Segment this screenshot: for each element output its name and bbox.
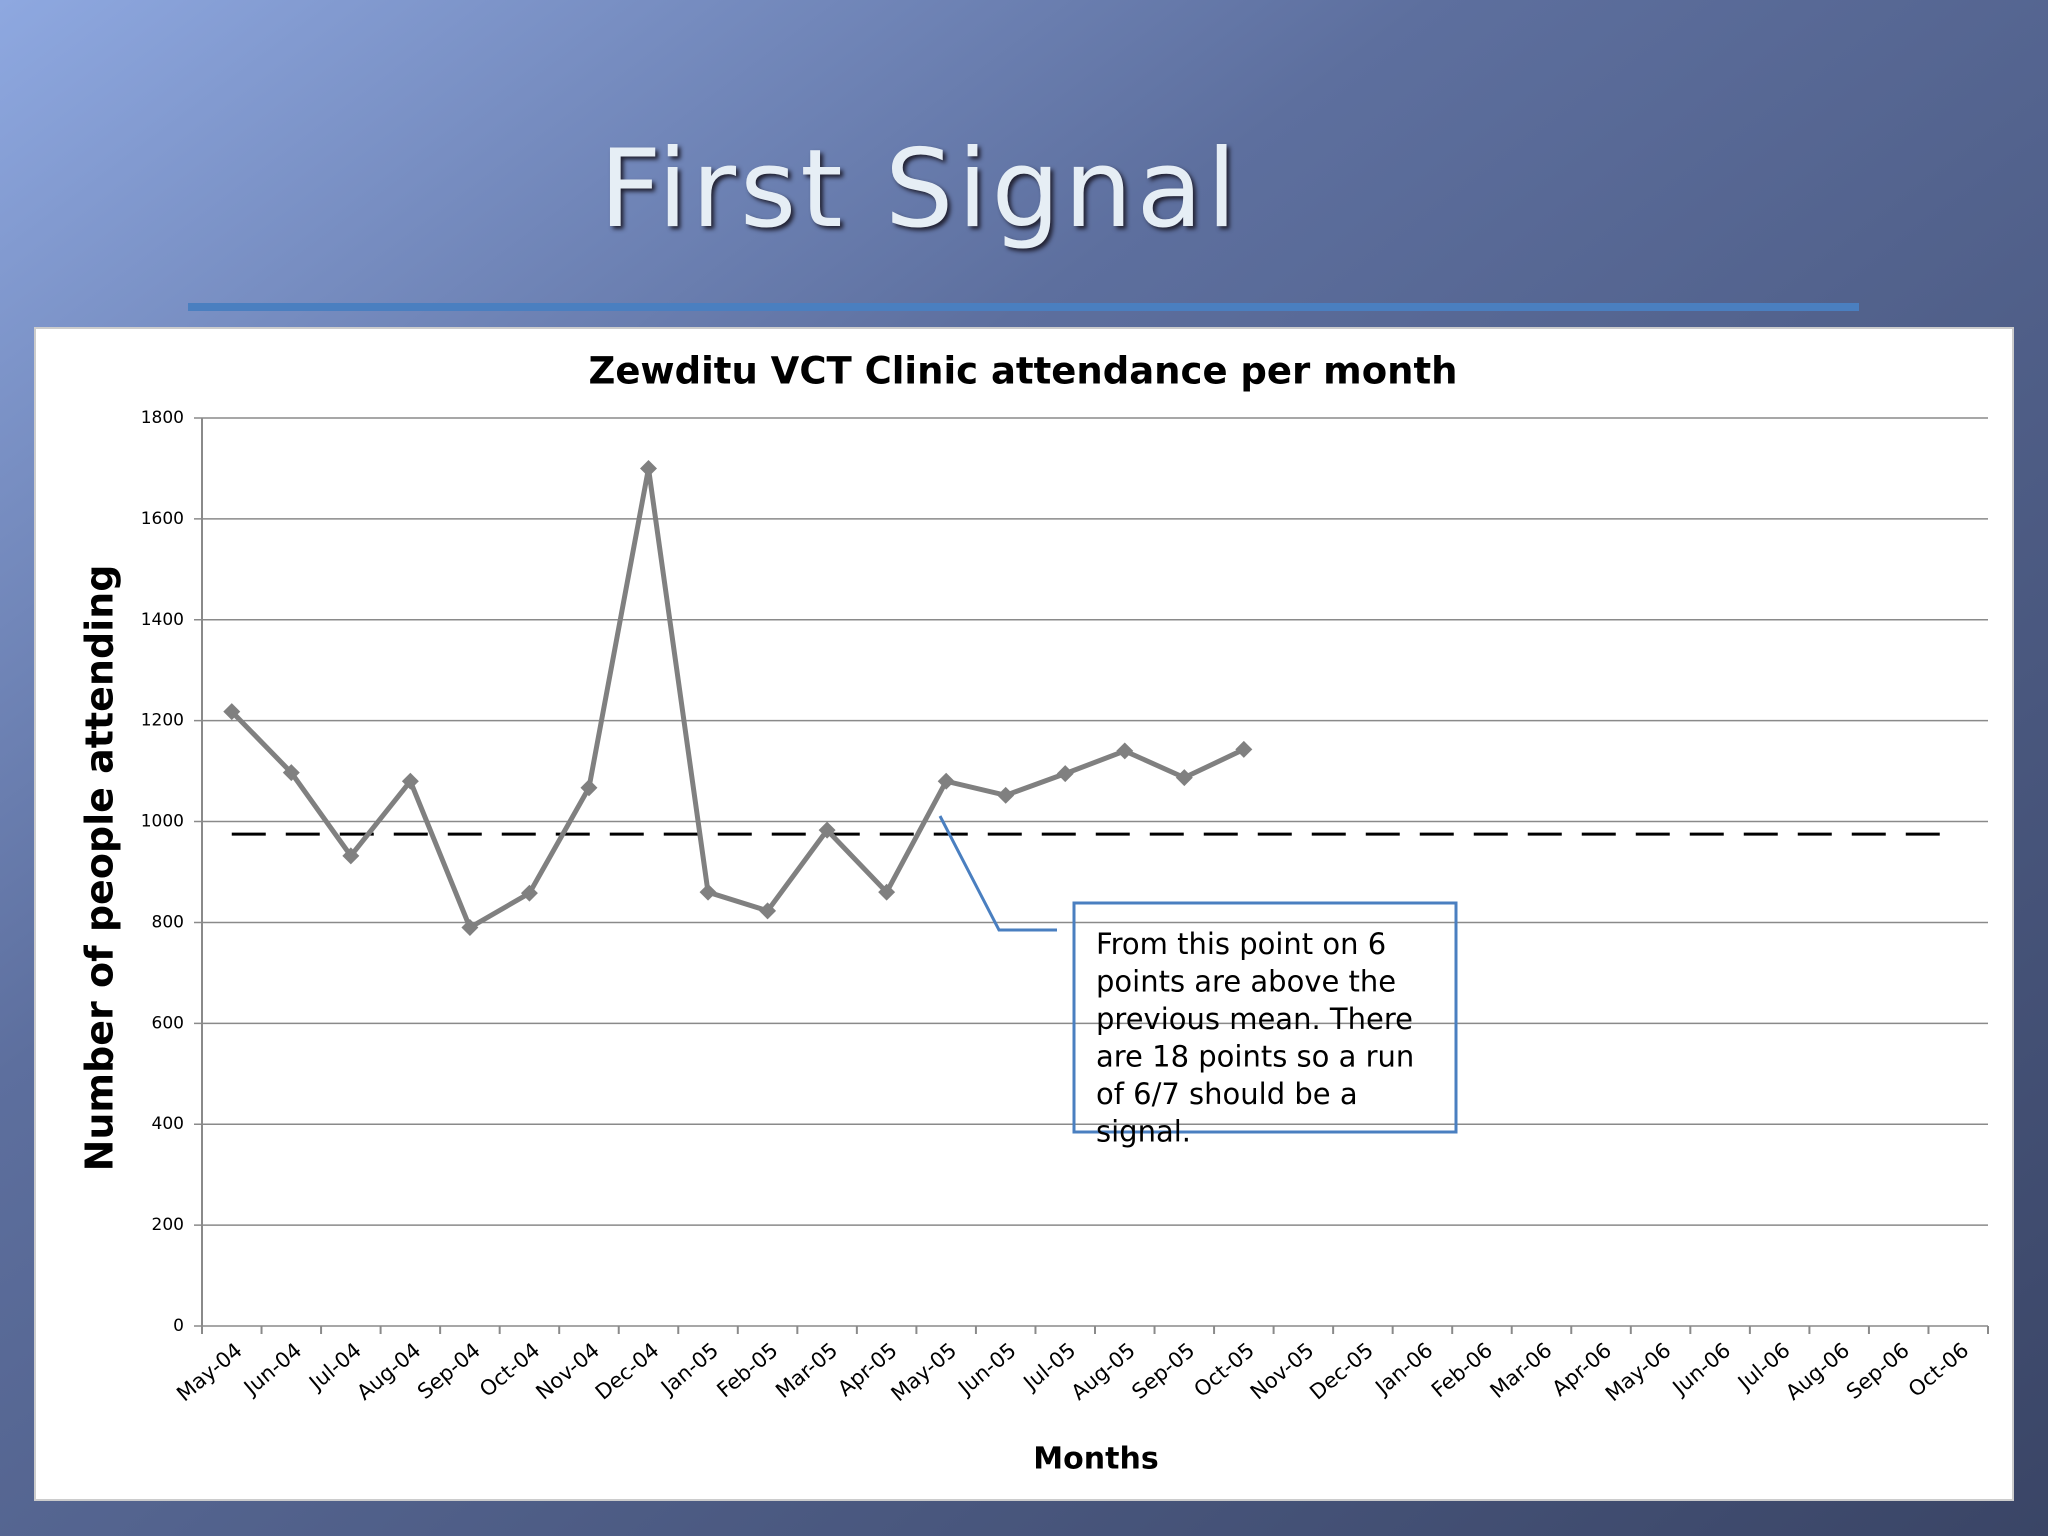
y-tick-label: 1200 [141,711,184,731]
annotation-line: are 18 points so a run [1096,1040,1414,1074]
y-tick-label: 800 [152,912,184,932]
data-point [818,821,836,839]
data-point [520,884,538,902]
slide-title: First Signal [599,127,1240,252]
annotation-line: previous mean. There [1096,1002,1413,1036]
chart-panel [34,327,2014,1501]
data-point [1235,740,1253,758]
chart-title: Zewditu VCT Clinic attendance per month [589,350,1458,393]
data-point [461,919,479,936]
callout-line [938,815,1057,932]
title-rule [188,303,1859,311]
y-tick-label: 400 [152,1114,184,1134]
x-axis-label: Months [1033,1442,1158,1477]
data-point [401,772,419,790]
data-point [223,703,241,721]
data-point [640,459,657,477]
annotation-line: signal. [1096,1115,1191,1149]
annotation-line: of 6/7 should be a [1096,1077,1358,1111]
y-axis-label: Number of people attending [78,565,122,1172]
data-point [342,847,360,865]
y-tick-label: 0 [173,1316,184,1336]
data-point [1175,769,1193,787]
data-point [759,902,777,920]
data-line [229,467,1245,932]
y-tick-label: 1000 [141,812,184,832]
annotation-line: From this point on 6 [1096,927,1386,961]
data-point [1056,765,1074,783]
y-tick-label: 200 [152,1215,184,1235]
annotation: From this point on 6 points are above the… [1096,927,1414,1149]
data-point [937,772,955,790]
y-tick-label: 1800 [141,408,184,428]
data-point [699,883,717,901]
y-tick-label: 600 [152,1013,184,1033]
data-point [282,764,300,782]
data-point [878,883,896,901]
annotation-line: points are above the [1096,965,1396,999]
data-point [1116,742,1134,760]
data-point [997,786,1015,804]
data-point [580,779,598,797]
annotation-box [1072,901,1458,1134]
y-tick-label: 1400 [141,610,184,630]
y-tick-label: 1600 [141,509,184,529]
